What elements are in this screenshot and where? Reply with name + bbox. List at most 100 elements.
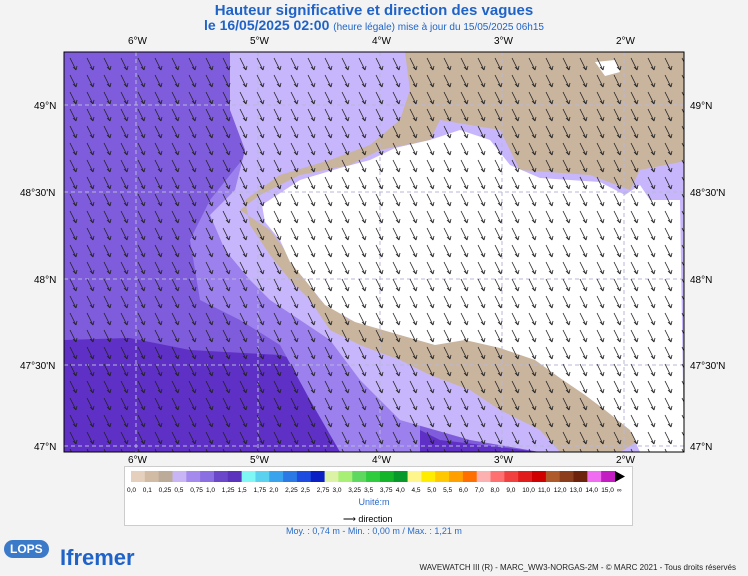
wave-arrow — [222, 312, 231, 326]
wave-arrow — [562, 363, 571, 377]
wave-arrow — [137, 108, 146, 122]
wave-arrow — [239, 431, 248, 445]
wave-arrow — [426, 414, 435, 428]
wave-arrow — [205, 159, 214, 173]
wave-arrow — [256, 244, 265, 258]
wave-arrow — [256, 363, 265, 377]
wave-arrow — [120, 244, 129, 258]
wave-arrow — [239, 278, 248, 292]
wave-arrow — [188, 312, 197, 326]
wave-arrow — [256, 431, 265, 445]
wave-arrow — [324, 363, 333, 377]
wave-arrow — [545, 346, 554, 360]
wave-arrow — [188, 57, 197, 71]
wave-arrow — [256, 414, 265, 428]
colorbar-tick-label: 1,75 — [254, 487, 267, 494]
wave-arrow — [375, 414, 384, 428]
wave-arrow — [86, 448, 89, 452]
wave-arrow — [120, 261, 129, 275]
wave-arrow — [171, 431, 180, 445]
wave-arrow — [596, 176, 605, 190]
wave-arrow — [647, 244, 656, 258]
wave-arrow — [273, 346, 282, 360]
wave-arrow — [222, 142, 231, 156]
wave-arrow — [205, 431, 214, 445]
wave-arrow — [375, 91, 384, 105]
wave-arrow — [426, 329, 435, 343]
wave-arrow — [154, 125, 163, 139]
wave-arrow — [596, 91, 605, 105]
wave-arrow — [392, 380, 401, 394]
wave-arrow — [273, 244, 282, 258]
wave-arrow — [120, 193, 129, 207]
colorbar-tick-label: 1,25 — [222, 487, 235, 494]
wave-arrow — [69, 278, 78, 292]
coastal-band — [240, 52, 684, 452]
wave-arrow — [358, 227, 367, 241]
wave-arrow — [86, 329, 95, 343]
wave-arrow — [579, 74, 588, 88]
wave-arrow — [460, 431, 469, 445]
wave-arrow — [511, 176, 520, 190]
colorbar-swatch — [158, 471, 173, 482]
wave-arrow — [392, 108, 401, 122]
wave-arrow — [477, 346, 486, 360]
wave-arrow — [528, 261, 537, 275]
wave-arrow — [358, 431, 367, 445]
wave-arrow — [375, 210, 384, 224]
wave-arrow — [494, 261, 503, 275]
wave-arrow — [120, 295, 129, 309]
wave-arrow — [647, 448, 650, 452]
wave-arrow — [443, 363, 452, 377]
wave-arrow — [443, 159, 452, 173]
wave-arrow — [324, 210, 333, 224]
wave-arrow — [613, 74, 622, 88]
wave-arrow — [613, 159, 622, 173]
wave-arrow — [528, 193, 537, 207]
wave-arrow — [511, 91, 520, 105]
wave-arrow — [205, 74, 214, 88]
wave-arrow — [392, 244, 401, 258]
wave-arrow — [154, 329, 163, 343]
wave-arrow — [596, 380, 605, 394]
wave-arrow — [392, 261, 401, 275]
wave-arrow — [477, 329, 486, 343]
wave-arrow — [154, 159, 163, 173]
wave-arrow — [681, 448, 684, 452]
colorbar-tick-label: 2,25 — [285, 487, 298, 494]
wave-arrow — [511, 108, 520, 122]
wave-arrow — [120, 329, 129, 343]
wave-arrow — [562, 57, 571, 71]
wave-arrow — [290, 210, 299, 224]
wave-arrow — [188, 261, 197, 275]
wave-arrow — [171, 159, 180, 173]
wave-arrow — [103, 227, 112, 241]
wave-arrow — [188, 329, 197, 343]
wave-arrow — [494, 74, 503, 88]
wave-arrow — [86, 57, 95, 71]
wave-arrow — [664, 380, 673, 394]
wave-arrow — [426, 74, 435, 88]
colorbar-tick-label: 0,25 — [159, 487, 172, 494]
wave-arrow — [630, 329, 639, 343]
colorbar-swatch — [587, 471, 602, 482]
wave-arrow — [290, 380, 299, 394]
wave-arrow — [69, 431, 78, 445]
wave-arrow — [664, 346, 673, 360]
wave-arrow — [426, 312, 435, 326]
wave-arrow — [358, 193, 367, 207]
wave-arrow — [307, 142, 316, 156]
wave-arrow — [392, 312, 401, 326]
wave-arrow — [545, 91, 554, 105]
wave-arrow — [409, 210, 418, 224]
wave-arrow — [205, 142, 214, 156]
wave-arrow — [579, 193, 588, 207]
wave-arrow — [511, 346, 520, 360]
wave-arrow — [69, 176, 78, 190]
wave-arrow — [664, 312, 673, 326]
wave-arrow — [273, 210, 282, 224]
wave-arrow — [290, 278, 299, 292]
wave-arrow — [681, 125, 684, 131]
colorbar-swatch — [296, 471, 312, 482]
wave-arrow — [222, 227, 231, 241]
